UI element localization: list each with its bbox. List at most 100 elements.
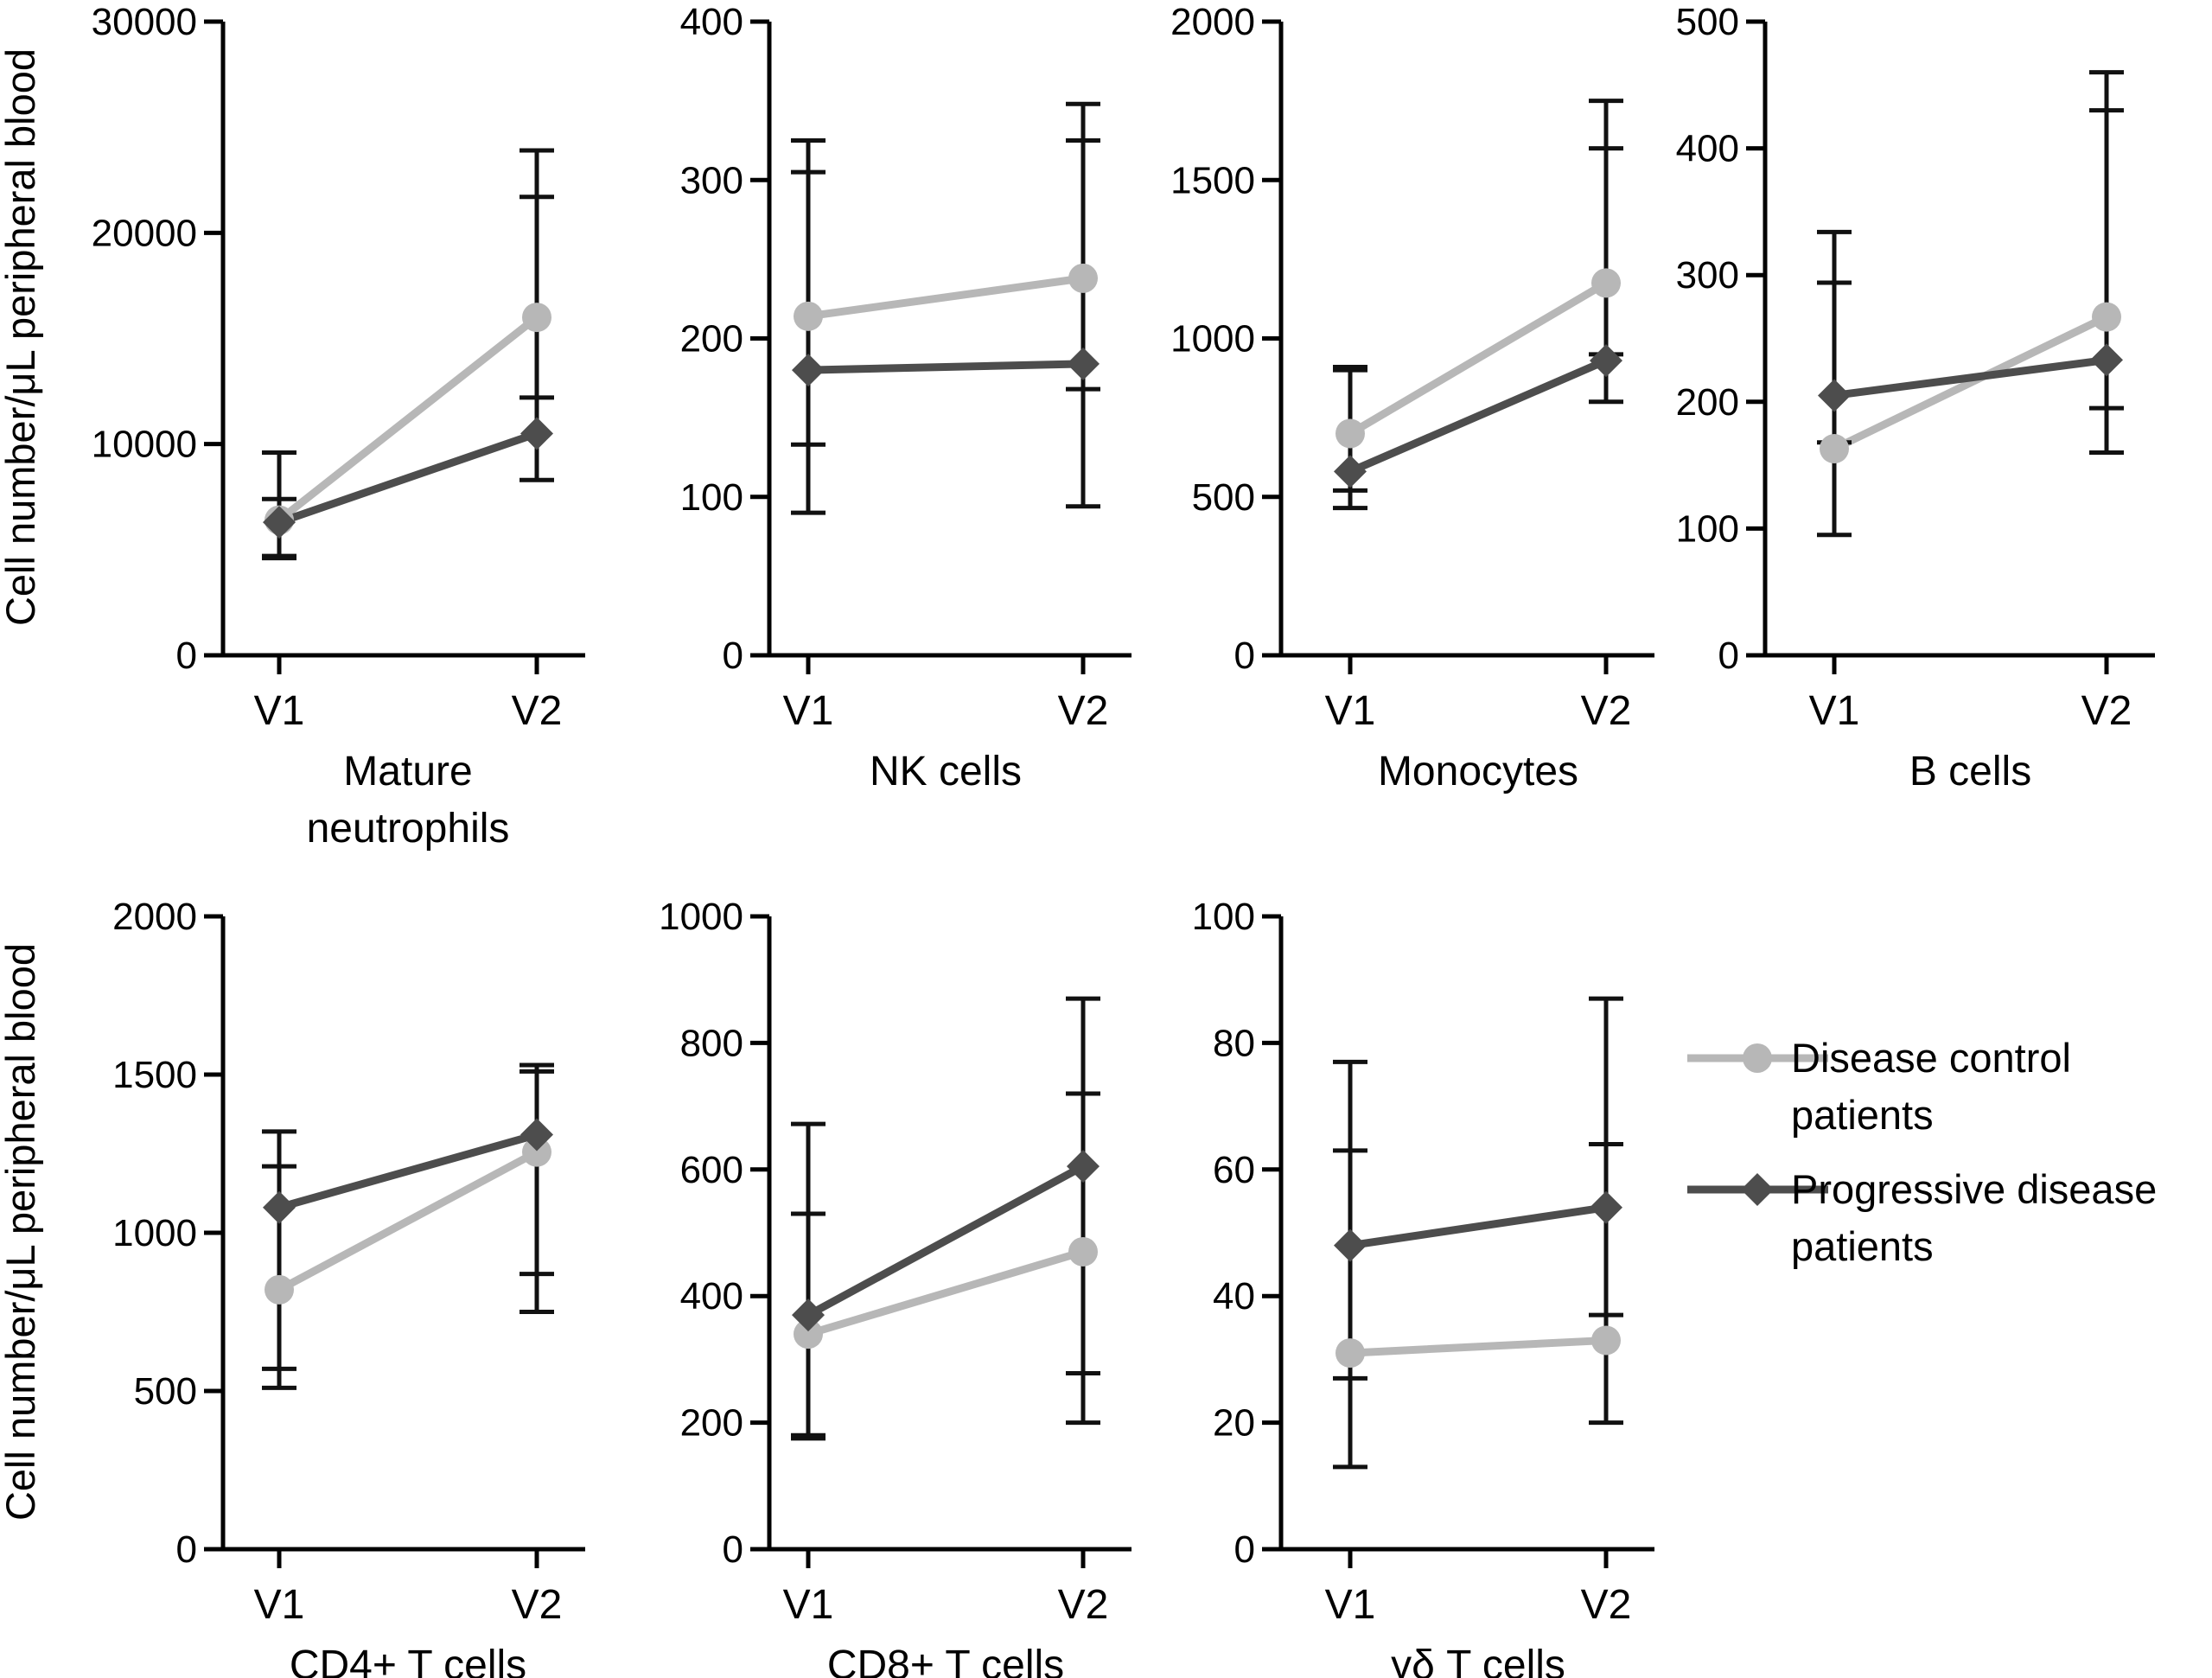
y-tick-label: 400 [680, 1, 743, 43]
data-point-progressive [520, 417, 553, 450]
data-point-progressive [520, 1118, 553, 1152]
series-line-control [804, 1247, 1087, 1338]
x-tick-label: V1 [1809, 688, 1860, 734]
legend-marker-circle [1743, 1043, 1772, 1073]
y-tick-label: 500 [134, 1370, 197, 1413]
y-tick-label: 800 [680, 1022, 743, 1064]
x-tick-label: V1 [254, 1582, 305, 1628]
x-tick-label: V2 [512, 1582, 563, 1628]
y-tick-label: 100 [1676, 507, 1739, 550]
chart-panel-7: 0 20 40 60 80 100 V1 V2 γδ T cells [1192, 896, 1654, 1678]
legend-label: Disease control [1791, 1035, 2071, 1081]
data-point-control [1591, 268, 1621, 298]
y-tick-label: 0 [723, 1528, 743, 1571]
y-tick-label: 1500 [1170, 159, 1255, 201]
data-point-progressive [1590, 1190, 1622, 1224]
data-point-control [1591, 1325, 1621, 1356]
y-tick-label: 400 [1676, 128, 1739, 170]
y-tick-label: 0 [176, 635, 197, 677]
legend-marker-diamond [1741, 1173, 1774, 1206]
legend-item-control: Disease control patients [1687, 1035, 2071, 1138]
x-tick-label: V1 [783, 1582, 834, 1628]
x-tick-label: V2 [1581, 688, 1632, 734]
chart-panel-5: 0 500 1000 1500 2000 V1 V2 CD4+ T cells [112, 896, 585, 1678]
data-point-progressive [1334, 455, 1367, 488]
y-tick-label: 30000 [92, 1, 197, 43]
data-point-progressive [1818, 379, 1851, 412]
legend-label: patients [1791, 1223, 1934, 1269]
x-tick-label: V1 [783, 688, 834, 734]
y-tick-label: 1000 [112, 1212, 197, 1254]
panel-title: neutrophils [307, 806, 510, 852]
data-point-progressive [1590, 344, 1622, 378]
panel-title: Monocytes [1378, 749, 1578, 794]
x-tick-label: V1 [254, 688, 305, 734]
x-tick-label: V1 [1325, 688, 1376, 734]
series-line-progressive [275, 429, 541, 526]
data-point-control [1068, 1236, 1098, 1266]
panel-title: CD8+ T cells [827, 1643, 1064, 1678]
series-line-progressive [275, 1131, 541, 1212]
data-point-progressive [2090, 343, 2123, 377]
panel-title: Mature [343, 749, 472, 794]
data-point-control [522, 303, 551, 333]
data-point-control [1335, 1338, 1365, 1369]
y-tick-label: 0 [1234, 635, 1255, 677]
y-tick-label: 200 [680, 1402, 743, 1445]
data-point-progressive [1067, 347, 1100, 380]
panel-title: CD4+ T cells [290, 1643, 526, 1678]
y-tick-label: 10000 [92, 424, 197, 466]
series-line-progressive [804, 1162, 1087, 1319]
legend-item-progressive: Progressive disease patients [1687, 1166, 2157, 1269]
series-line-control [275, 1148, 541, 1294]
panel-title: γδ T cells [1391, 1643, 1565, 1678]
data-point-control [265, 1274, 294, 1305]
y-tick-label: 200 [680, 318, 743, 360]
y-tick-label: 1000 [659, 896, 743, 938]
data-point-control [1068, 263, 1098, 293]
y-tick-label: 0 [1718, 635, 1739, 677]
y-tick-label: 400 [680, 1275, 743, 1318]
data-point-progressive [263, 1190, 296, 1224]
panel-title: B cells [1909, 749, 2031, 794]
y-tick-label: 0 [1234, 1528, 1255, 1571]
y-tick-label: 300 [1676, 254, 1739, 297]
legend-label: patients [1791, 1092, 1934, 1138]
y-tick-label: 1000 [1170, 318, 1255, 360]
data-point-progressive [1067, 1150, 1100, 1184]
series-line-progressive [1346, 356, 1610, 475]
data-point-progressive [792, 354, 825, 387]
chart-panel-1: 0 10000 20000 30000 V1 V2 Mature neutrophils [92, 1, 585, 852]
x-tick-label: V2 [512, 688, 563, 734]
x-tick-label: V2 [1058, 1582, 1109, 1628]
y-tick-label: 2000 [112, 896, 197, 938]
data-point-control [1335, 418, 1365, 449]
data-point-control [794, 301, 823, 331]
y-tick-label: 2000 [1170, 1, 1255, 43]
y-tick-label: 1500 [112, 1054, 197, 1096]
series-line-progressive [1346, 1203, 1610, 1250]
y-tick-label: 20 [1213, 1402, 1255, 1445]
data-point-control [1820, 434, 1849, 464]
y-axis-title-top: Cell number/μL peripheral blood [0, 48, 43, 626]
y-tick-label: 40 [1213, 1275, 1255, 1318]
data-point-progressive [792, 1298, 825, 1332]
y-tick-label: 0 [176, 1528, 197, 1571]
y-tick-label: 300 [680, 159, 743, 201]
data-point-progressive [1334, 1228, 1367, 1262]
series-line-control [804, 274, 1087, 321]
chart-panel-6: 0 200 400 600 800 1000 V1 V2 CD8+ T cells [659, 896, 1131, 1678]
y-tick-label: 500 [1192, 476, 1255, 519]
series-line-control [1346, 1336, 1610, 1357]
chart-panel-4: 0 100 200 300 400 500 V1 V2 B cells [1676, 1, 2155, 794]
chart-panel-2: 0 100 200 300 400 V1 V2 NK cells [680, 1, 1131, 794]
series-line-control [1830, 313, 2111, 453]
series-line-control [275, 313, 541, 525]
y-axis-title-bottom: Cell number/μL peripheral blood [0, 943, 43, 1521]
y-tick-label: 100 [680, 476, 743, 519]
data-point-control [522, 1137, 551, 1167]
y-tick-label: 80 [1213, 1022, 1255, 1064]
